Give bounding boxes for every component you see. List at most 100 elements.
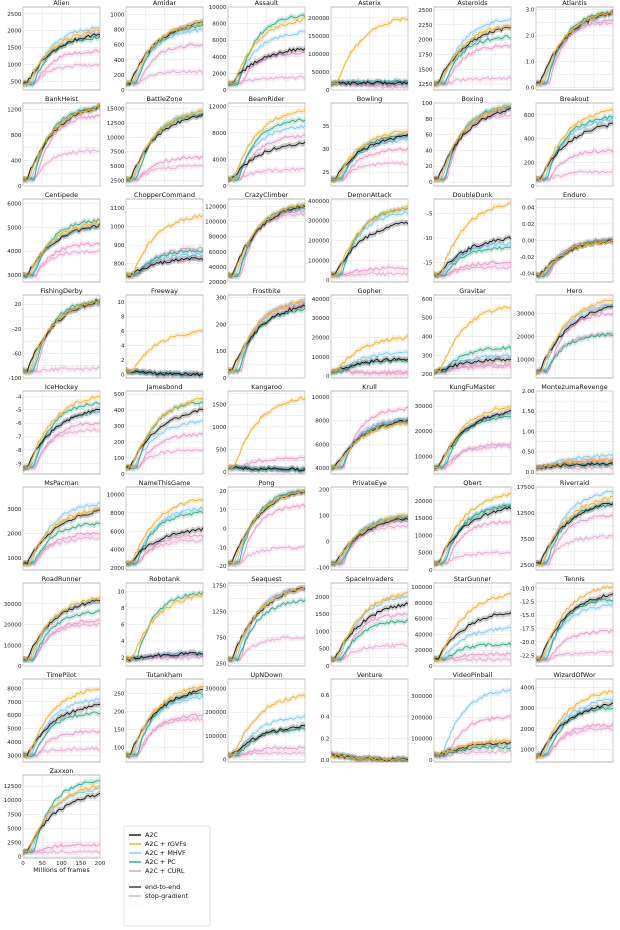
y-tick-label: 100000 [205, 220, 227, 226]
series-line-a2c-rgvfs [22, 395, 101, 469]
series-line-stop-gradient [330, 160, 409, 181]
y-tick-label: 2000 [520, 727, 535, 733]
series-band-a2c-rgvfs [23, 593, 100, 663]
panel-title: Riverraid [560, 479, 589, 487]
y-tick-label: 400 [524, 137, 535, 143]
series-line-a2c-mhvf [125, 28, 204, 86]
y-tick-label: 5000 [110, 164, 125, 170]
y-tick-label: 7000 [7, 700, 22, 706]
panel-series [330, 14, 409, 90]
panel-series [433, 490, 512, 568]
series-line-a2c-mhvf [433, 18, 512, 86]
panel-seaquest: Seaquest 250 750 1250 1750 [212, 575, 306, 667]
panel-title: UpNDown [250, 671, 282, 679]
series-band-a2c-rgvfs [536, 455, 613, 472]
y-tick-label: -0.02 [520, 255, 534, 261]
series-line-a2c [330, 419, 409, 469]
series-band-a2c-rgvfs [23, 26, 100, 88]
y-tick-label: 200 [422, 372, 433, 378]
series-band-a2c-pc [228, 724, 305, 760]
y-tick-label: 10000 [415, 454, 433, 460]
y-tick-label: 2 [121, 656, 125, 662]
series-line-a2c-curl [22, 618, 101, 662]
y-tick-label: 0 [326, 539, 330, 545]
series-band-a2c [331, 416, 408, 472]
legend-label: A2C [145, 831, 158, 839]
y-tick-label: 1250 [212, 610, 227, 616]
series-line-a2c-mhvf [433, 688, 512, 758]
y-tick-label: 300 [114, 424, 125, 430]
series-band-a2c-mhvf [126, 250, 203, 279]
series-line-a2c-curl [330, 147, 409, 182]
y-tick-label: 300000 [308, 219, 330, 225]
x-tick-label: 200 [95, 861, 106, 867]
panel-title: Breakout [560, 95, 590, 103]
series-line-a2c-mhvf [535, 303, 614, 373]
y-tick-label: 25 [322, 170, 330, 176]
series-line-a2c-mhvf [330, 138, 409, 181]
y-tick-label: 30000 [312, 316, 330, 322]
y-tick-label: 1500 [212, 402, 227, 408]
series-band-a2c [536, 8, 613, 87]
panel-series [433, 303, 512, 376]
y-tick-label: 17500 [517, 485, 535, 491]
y-tick-label: 750 [216, 635, 227, 641]
y-tick-label: 2000 [418, 38, 433, 44]
panel-series [22, 499, 101, 568]
panel-spaceinvaders: SpaceInvaders 0 500 1000 1500 2000 [315, 575, 409, 670]
series-band-a2c-rgvfs [228, 201, 305, 279]
y-tick-label: 600 [524, 113, 535, 119]
panel-series [330, 203, 409, 280]
y-tick-label: 60000 [415, 617, 433, 623]
series-line-a2c-curl [227, 588, 306, 662]
panel-series [433, 403, 512, 472]
series-line-a2c-pc [433, 345, 512, 374]
y-tick-label: 200 [114, 440, 125, 446]
panel-title: BankHeist [45, 95, 78, 103]
series-line-a2c-rgvfs [330, 130, 408, 181]
y-tick-label: 500 [11, 80, 22, 86]
panel-jamesbond: Jamesbond 0 100 200 300 400 500 [114, 383, 204, 478]
y-tick-label: -5 [427, 212, 433, 218]
y-tick-label: 8000 [7, 686, 22, 692]
series-line-a2c-pc [22, 610, 101, 662]
series-line-a2c [227, 204, 306, 278]
series-line-a2c-curl [535, 629, 614, 662]
series-line-a2c [227, 465, 306, 472]
series-line-a2c-rgvfs [433, 202, 512, 278]
panel-crazyclimber: CrazyClimber 20000 40000 60000 80000 100000 12… [205, 191, 306, 286]
series-line-a2c [330, 221, 409, 275]
series-line-a2c [125, 257, 204, 278]
series-line-a2c-rgvfs [227, 17, 306, 85]
series-band-a2c [23, 701, 100, 760]
series-band-a2c [126, 649, 203, 664]
y-tick-label: 1100 [110, 206, 125, 212]
series-band-a2c [536, 237, 613, 279]
series-line-a2c-curl [125, 534, 204, 566]
panel-privateeye: PrivateEye -100 0 100 200 [317, 479, 409, 571]
series-line-a2c-rgvfs [22, 105, 101, 182]
series-band-stop-gradient [126, 446, 203, 472]
series-line-a2c-curl [535, 18, 614, 85]
series-band-a2c-rgvfs [434, 736, 511, 758]
series-band-a2c-pc [536, 330, 613, 376]
series-band-a2c [331, 515, 408, 568]
panel-title: StarGunner [454, 575, 492, 583]
panel-zaxxon: Zaxxon 0 2500 5000 7500 10000 12500 [4, 767, 101, 860]
panel-series [330, 333, 409, 378]
series-line-a2c [227, 491, 306, 565]
panel-title: BeamRider [249, 95, 285, 103]
series-band-a2c [536, 699, 613, 760]
y-tick-label: 0 [18, 854, 22, 860]
panel-breakout: Breakout 0 200 400 600 [524, 95, 614, 190]
panel-series [535, 297, 614, 376]
panel-title: Hero [567, 287, 582, 295]
panel-series [125, 588, 204, 664]
series-band-a2c-curl [331, 264, 408, 279]
series-band-a2c-mhvf [331, 348, 408, 376]
y-tick-label: -20 [12, 327, 22, 333]
series-band-a2c-mhvf [126, 649, 203, 663]
panel-title: Enduro [563, 191, 586, 199]
series-band-a2c-curl [228, 454, 305, 472]
y-tick-label: 4000 [212, 55, 227, 61]
